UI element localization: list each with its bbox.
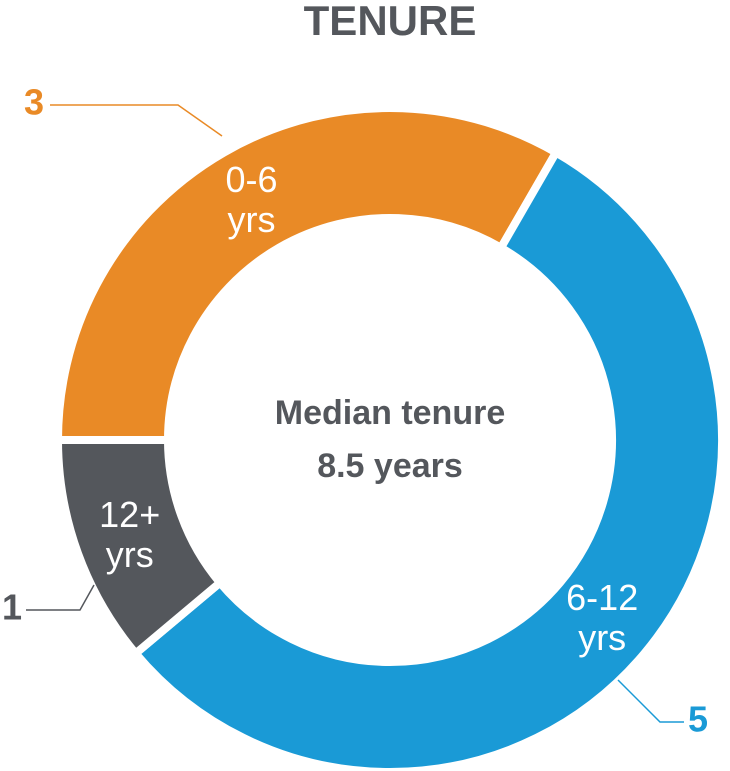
category-label: 0-6 yrs — [225, 159, 278, 241]
leader-line — [26, 584, 95, 611]
category-label: 6-12 yrs — [566, 577, 639, 659]
donut-segment — [53, 104, 562, 444]
center-label: 8.5 years — [317, 447, 463, 485]
value-label: 3 — [24, 82, 44, 123]
leader-line — [617, 679, 684, 723]
donut-segment — [53, 436, 226, 660]
category-label: 12+ yrs — [99, 493, 161, 575]
donut-segment — [130, 147, 726, 771]
value-label: 1 — [2, 587, 22, 628]
value-label: 5 — [688, 699, 708, 740]
center-label: Median tenure — [275, 394, 505, 432]
chart-title: TENURE — [304, 0, 477, 44]
leader-line — [50, 104, 223, 137]
